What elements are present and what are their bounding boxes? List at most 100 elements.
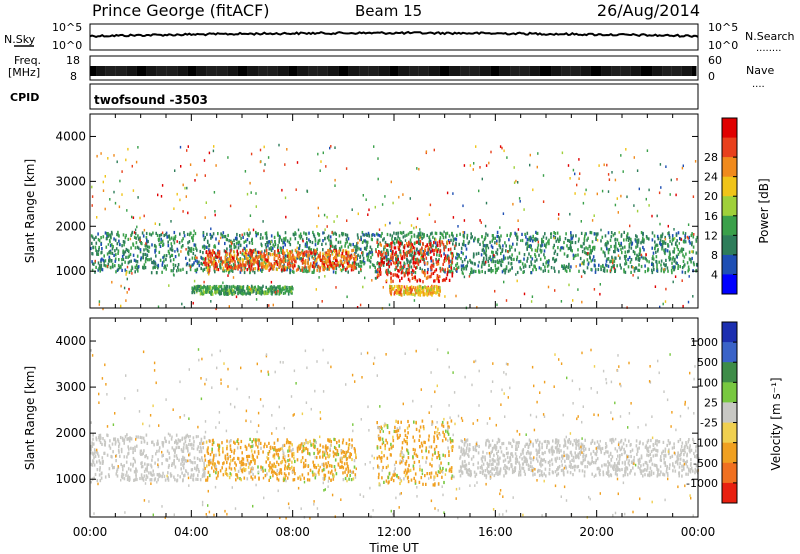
data-cell xyxy=(210,234,213,238)
data-cell xyxy=(407,286,410,291)
data-cell xyxy=(254,260,257,264)
data-cell xyxy=(223,292,226,296)
data-cell xyxy=(456,257,459,261)
data-cell xyxy=(587,247,589,251)
data-cell xyxy=(258,286,261,290)
data-cell xyxy=(433,240,435,245)
data-cell xyxy=(318,253,320,257)
data-cell xyxy=(479,166,481,169)
colorbar-tick-label: 28 xyxy=(704,151,718,164)
data-cell xyxy=(240,285,242,289)
data-cell xyxy=(287,259,289,263)
data-cell xyxy=(558,270,560,274)
data-cell xyxy=(283,251,285,255)
data-cell xyxy=(338,264,340,268)
data-cell xyxy=(323,213,326,217)
data-cell xyxy=(523,208,525,211)
data-cell xyxy=(450,263,452,267)
data-cell xyxy=(355,248,357,252)
data-cell xyxy=(202,234,205,238)
data-cell xyxy=(620,243,623,247)
data-cell xyxy=(626,195,628,199)
data-cell xyxy=(154,222,156,225)
data-cell xyxy=(351,261,354,266)
data-cell xyxy=(125,158,127,162)
data-cell xyxy=(260,242,263,246)
data-cell xyxy=(241,258,244,262)
data-cell xyxy=(142,256,144,260)
data-cell xyxy=(651,246,653,250)
data-cell xyxy=(145,257,147,261)
data-cell xyxy=(439,266,441,270)
data-cell xyxy=(128,260,131,264)
data-cell xyxy=(220,292,222,296)
data-cell xyxy=(360,235,362,239)
data-cell xyxy=(327,252,329,256)
data-cell xyxy=(224,260,227,264)
data-cell xyxy=(312,270,315,274)
data-cell xyxy=(659,163,662,166)
nave-tick-top: 60 xyxy=(708,54,722,67)
data-cell xyxy=(213,191,216,194)
data-cell xyxy=(638,263,640,267)
data-cell xyxy=(518,197,521,200)
data-cell xyxy=(304,244,307,248)
data-cell xyxy=(145,236,148,240)
data-cell xyxy=(363,262,365,266)
data-cell xyxy=(142,234,145,238)
data-cell xyxy=(378,265,380,269)
data-cell xyxy=(529,153,531,157)
data-cell xyxy=(536,258,538,262)
data-cell xyxy=(313,261,315,265)
data-cell xyxy=(611,261,614,265)
data-cell xyxy=(470,267,473,271)
data-cell xyxy=(665,258,667,262)
data-cell xyxy=(180,467,182,471)
data-cell xyxy=(250,249,252,253)
data-cell xyxy=(326,267,329,271)
data-cell xyxy=(213,264,215,268)
data-cell xyxy=(377,273,379,277)
data-cell xyxy=(352,248,355,252)
data-cell xyxy=(96,154,98,158)
data-cell xyxy=(642,256,644,260)
data-cell xyxy=(479,242,481,246)
data-cell xyxy=(451,231,453,236)
data-cell xyxy=(228,269,231,273)
data-cell xyxy=(148,232,151,236)
data-cell xyxy=(413,253,416,257)
data-cell xyxy=(661,247,663,251)
data-cell xyxy=(591,219,594,222)
data-cell xyxy=(178,241,181,245)
data-cell xyxy=(137,269,139,273)
data-cell xyxy=(202,446,204,450)
data-cell xyxy=(695,239,698,243)
data-cell xyxy=(494,264,497,268)
data-cell xyxy=(180,245,183,249)
data-cell xyxy=(127,452,129,456)
data-cell xyxy=(207,287,209,291)
data-cell xyxy=(542,235,545,239)
data-cell xyxy=(404,239,407,242)
data-cell xyxy=(383,261,385,265)
data-cell xyxy=(561,264,563,268)
data-cell xyxy=(97,252,100,256)
data-cell xyxy=(651,270,654,275)
data-cell xyxy=(161,239,164,243)
data-cell xyxy=(229,204,232,208)
data-cell xyxy=(196,267,199,271)
data-cell xyxy=(682,304,684,308)
data-cell xyxy=(98,247,100,252)
freq-label-line2: [MHz] xyxy=(8,66,40,79)
data-cell xyxy=(173,207,175,210)
data-cell xyxy=(181,239,183,243)
data-cell xyxy=(317,232,319,236)
data-cell xyxy=(186,149,188,152)
data-cell xyxy=(405,250,408,254)
data-cell xyxy=(688,239,691,243)
data-cell xyxy=(606,163,608,167)
data-cell xyxy=(403,246,406,250)
data-cell xyxy=(403,264,406,268)
data-cell xyxy=(528,252,530,256)
data-cell xyxy=(613,244,616,248)
